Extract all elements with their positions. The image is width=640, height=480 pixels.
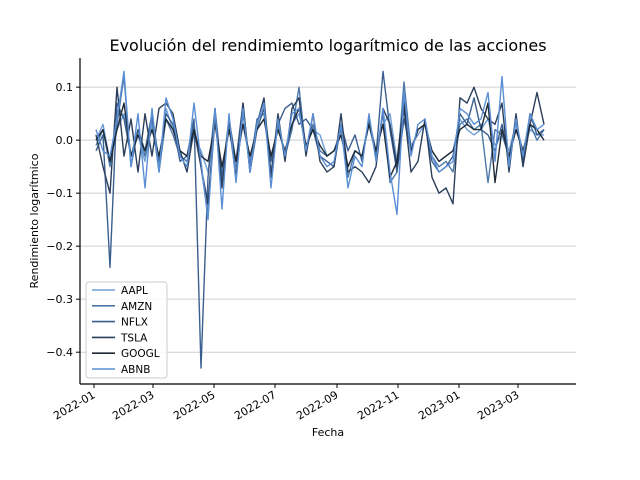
series-line-amzn — [95, 75, 545, 216]
y-tick-label: 0.0 — [56, 134, 74, 147]
chart-title: Evolución del rendimiemto logarítmico de… — [109, 36, 546, 55]
legend: AAPL AMZN NFLX TSLA GOOGL ABNB — [85, 281, 168, 379]
y-tick-label: 0.1 — [56, 81, 74, 94]
legend-label-aapl: AAPL — [121, 285, 148, 297]
legend-label-amzn: AMZN — [121, 301, 152, 313]
y-ticks: 0.1 0.0 −0.1 −0.2 −0.3 −0.4 — [46, 81, 80, 359]
axes — [79, 58, 576, 385]
y-tick-label: −0.3 — [46, 293, 73, 306]
y-tick-label: −0.4 — [46, 346, 73, 359]
legend-label-abnb: ABNB — [121, 364, 150, 376]
series-line-abnb — [95, 70, 545, 221]
legend-label-nflx: NFLX — [121, 317, 148, 329]
legend-label-tsla: TSLA — [120, 332, 148, 344]
series-line-googl — [95, 102, 545, 184]
series-line-aapl — [95, 97, 544, 173]
legend-label-googl: GOOGL — [121, 348, 160, 360]
x-axis-label: Fecha — [312, 426, 344, 439]
y-tick-label: −0.1 — [46, 187, 73, 200]
series-layer — [95, 70, 545, 369]
y-tick-label: −0.2 — [46, 240, 73, 253]
y-axis-label: Rendimiento logarítmico — [28, 153, 41, 288]
